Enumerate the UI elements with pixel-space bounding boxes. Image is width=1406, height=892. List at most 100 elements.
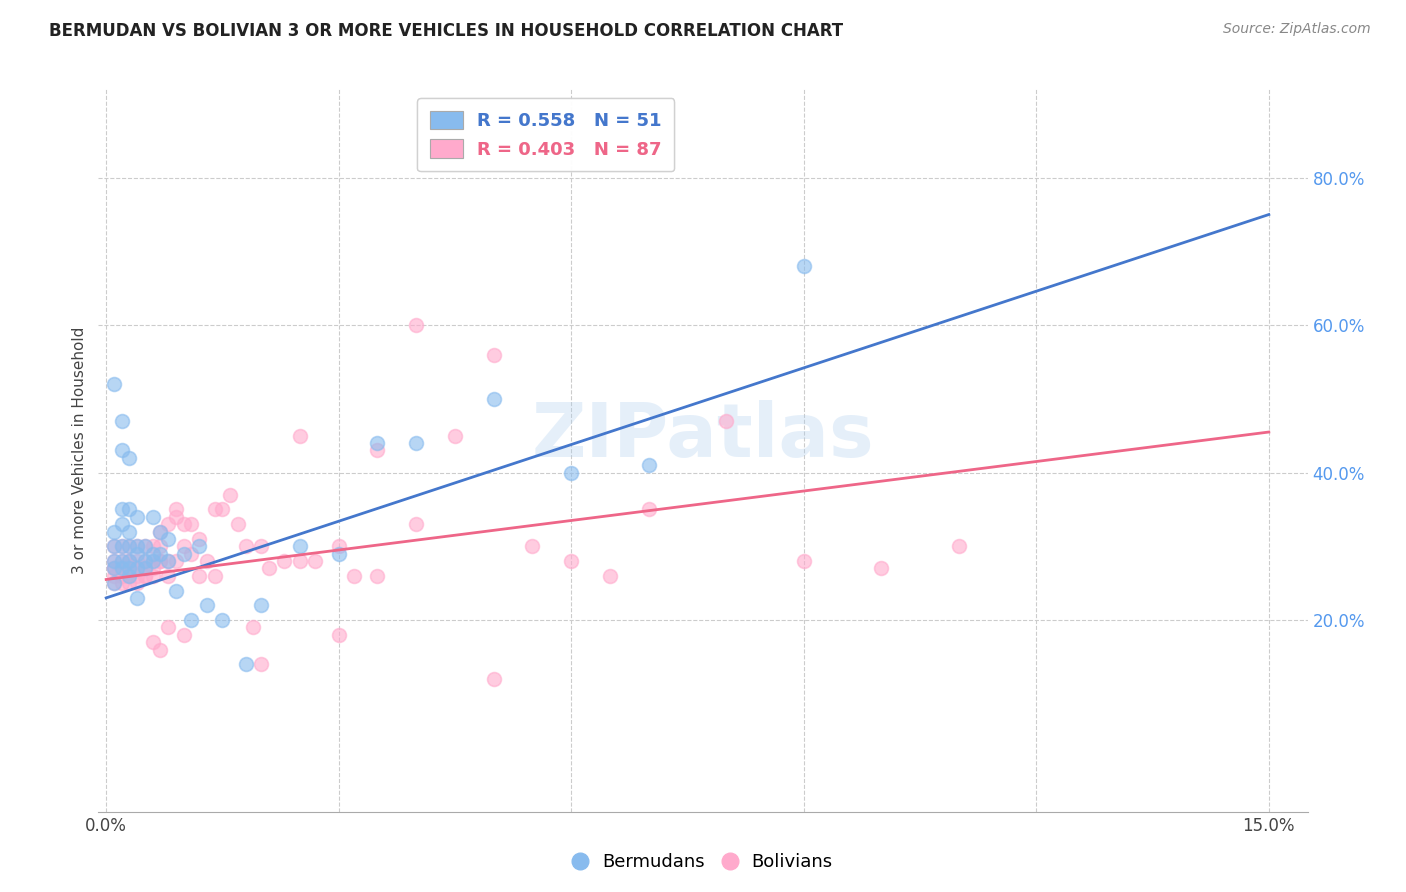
Point: [118, 576, 141, 591]
Point: [157, 532, 180, 546]
Point: [111, 569, 134, 583]
Point: [204, 502, 226, 516]
Point: [127, 591, 149, 605]
Point: [328, 547, 350, 561]
Point: [142, 554, 165, 568]
Point: [111, 554, 134, 568]
Point: [149, 554, 172, 568]
Point: [111, 576, 134, 591]
Point: [149, 524, 172, 539]
Point: [793, 259, 815, 273]
Point: [142, 539, 165, 553]
Point: [127, 547, 149, 561]
Point: [111, 554, 134, 568]
Point: [180, 517, 202, 532]
Point: [250, 599, 273, 613]
Point: [195, 554, 218, 568]
Point: [118, 569, 141, 583]
Point: [103, 554, 125, 568]
Point: [522, 539, 544, 553]
Point: [157, 554, 180, 568]
Point: [118, 554, 141, 568]
Point: [219, 488, 242, 502]
Point: [111, 443, 134, 458]
Legend: R = 0.558   N = 51, R = 0.403   N = 87: R = 0.558 N = 51, R = 0.403 N = 87: [418, 98, 673, 171]
Point: [188, 532, 211, 546]
Point: [149, 642, 172, 657]
Point: [328, 539, 350, 553]
Point: [157, 620, 180, 634]
Point: [118, 554, 141, 568]
Point: [250, 539, 273, 553]
Point: [111, 561, 134, 575]
Point: [103, 554, 125, 568]
Point: [142, 509, 165, 524]
Point: [560, 554, 582, 568]
Point: [127, 509, 149, 524]
Point: [948, 539, 970, 553]
Point: [142, 561, 165, 575]
Y-axis label: 3 or more Vehicles in Household: 3 or more Vehicles in Household: [72, 326, 87, 574]
Point: [103, 561, 125, 575]
Point: [405, 436, 427, 450]
Point: [288, 554, 311, 568]
Point: [173, 517, 195, 532]
Point: [165, 502, 187, 516]
Point: [111, 517, 134, 532]
Point: [366, 443, 388, 458]
Point: [127, 561, 149, 575]
Text: Source: ZipAtlas.com: Source: ZipAtlas.com: [1223, 22, 1371, 37]
Point: [111, 502, 134, 516]
Point: [127, 539, 149, 553]
Point: [103, 539, 125, 553]
Legend: Bermudans, Bolivians: Bermudans, Bolivians: [567, 847, 839, 879]
Point: [157, 517, 180, 532]
Point: [142, 569, 165, 583]
Point: [211, 502, 233, 516]
Point: [180, 547, 202, 561]
Point: [111, 539, 134, 553]
Point: [304, 554, 326, 568]
Point: [103, 561, 125, 575]
Point: [188, 569, 211, 583]
Point: [149, 554, 172, 568]
Point: [134, 554, 156, 568]
Point: [118, 554, 141, 568]
Point: [118, 569, 141, 583]
Point: [366, 569, 388, 583]
Point: [127, 554, 149, 568]
Point: [157, 569, 180, 583]
Point: [288, 539, 311, 553]
Point: [127, 561, 149, 575]
Point: [560, 466, 582, 480]
Point: [343, 569, 366, 583]
Point: [793, 554, 815, 568]
Point: [118, 561, 141, 575]
Point: [127, 539, 149, 553]
Point: [118, 561, 141, 575]
Point: [103, 539, 125, 553]
Point: [235, 539, 257, 553]
Point: [111, 414, 134, 428]
Point: [599, 569, 621, 583]
Point: [142, 635, 165, 649]
Point: [405, 517, 427, 532]
Point: [118, 524, 141, 539]
Point: [127, 576, 149, 591]
Point: [127, 569, 149, 583]
Point: [482, 672, 505, 686]
Point: [103, 377, 125, 392]
Point: [405, 318, 427, 332]
Point: [328, 628, 350, 642]
Point: [149, 547, 172, 561]
Point: [111, 539, 134, 553]
Point: [118, 450, 141, 465]
Point: [482, 348, 505, 362]
Point: [211, 613, 233, 627]
Point: [637, 458, 659, 473]
Point: [142, 554, 165, 568]
Point: [257, 561, 280, 575]
Point: [149, 524, 172, 539]
Point: [157, 554, 180, 568]
Point: [444, 428, 467, 442]
